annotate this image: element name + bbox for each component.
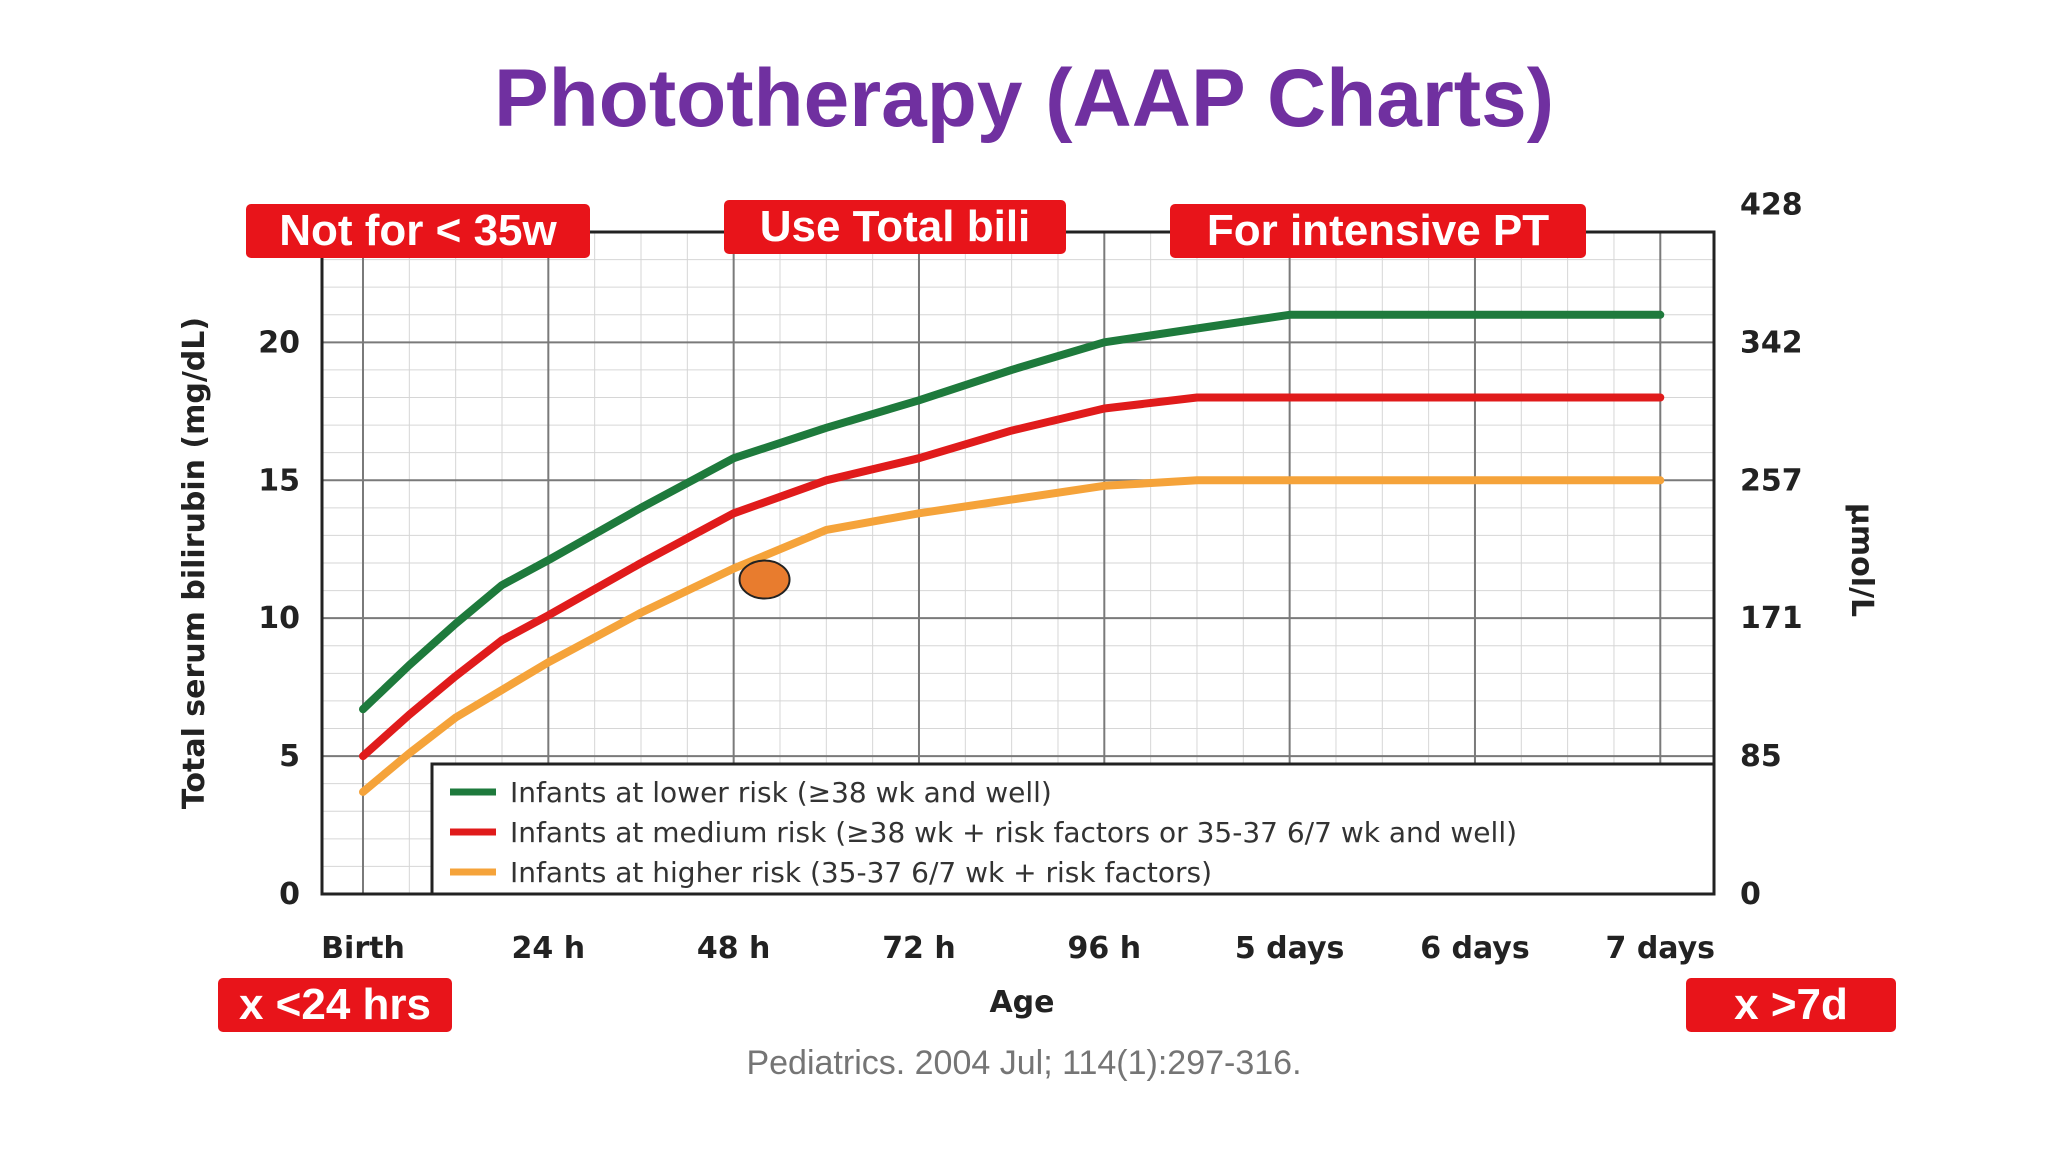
citation: Pediatrics. 2004 Jul; 114(1):297-316. [746,1044,1302,1082]
x-axis-title: Age [989,985,1054,1020]
legend-entry: Infants at lower risk (≥38 wk and well) [510,776,1052,809]
callout-gestation: Not for < 35w [246,204,590,258]
series-line-3 [359,476,1665,796]
y2-tick-label: 428 [1740,187,1803,222]
x-tick-label: 24 h [512,931,586,966]
series-line-2 [359,393,1665,761]
y2-axis-title: µmol/L [1844,503,1879,617]
x-tick-label: 48 h [697,931,771,966]
y2-tick-label: 171 [1740,601,1803,636]
legend-box [430,762,1716,896]
callout-late: x >7d [1686,978,1896,1032]
x-tick-label: 7 days [1606,931,1716,966]
y-tick-label: 20 [258,325,300,360]
x-tick-label: Birth [321,931,405,966]
x-tick-label: 5 days [1235,931,1345,966]
callout-intensive-pt: For intensive PT [1170,204,1586,258]
y2-tick-label: 85 [1740,739,1782,774]
slide-title: Phototherapy (AAP Charts) [493,53,1555,144]
y-tick-label: 5 [279,739,300,774]
patient-marker [738,559,791,600]
x-tick-label: 96 h [1068,931,1142,966]
y2-tick-label: 342 [1740,325,1803,360]
callout-total-bili: Use Total bili [724,200,1066,254]
y2-tick-label: 257 [1740,463,1803,498]
x-tick-label: 72 h [882,931,956,966]
legend-entry: Infants at medium risk (≥38 wk + risk fa… [510,816,1517,849]
y-tick-label: 10 [258,601,300,636]
y-tick-label: 15 [258,463,300,498]
series-line-1 [359,310,1665,714]
x-tick-label: 6 days [1420,931,1530,966]
callout-early: x <24 hrs [218,978,452,1032]
y2-tick-label: 0 [1740,877,1761,912]
y-tick-label: 0 [279,877,300,912]
y-axis-title: Total serum bilirubin (mg/dL) [177,317,212,809]
legend-entry: Infants at higher risk (35-37 6/7 wk + r… [510,856,1212,889]
